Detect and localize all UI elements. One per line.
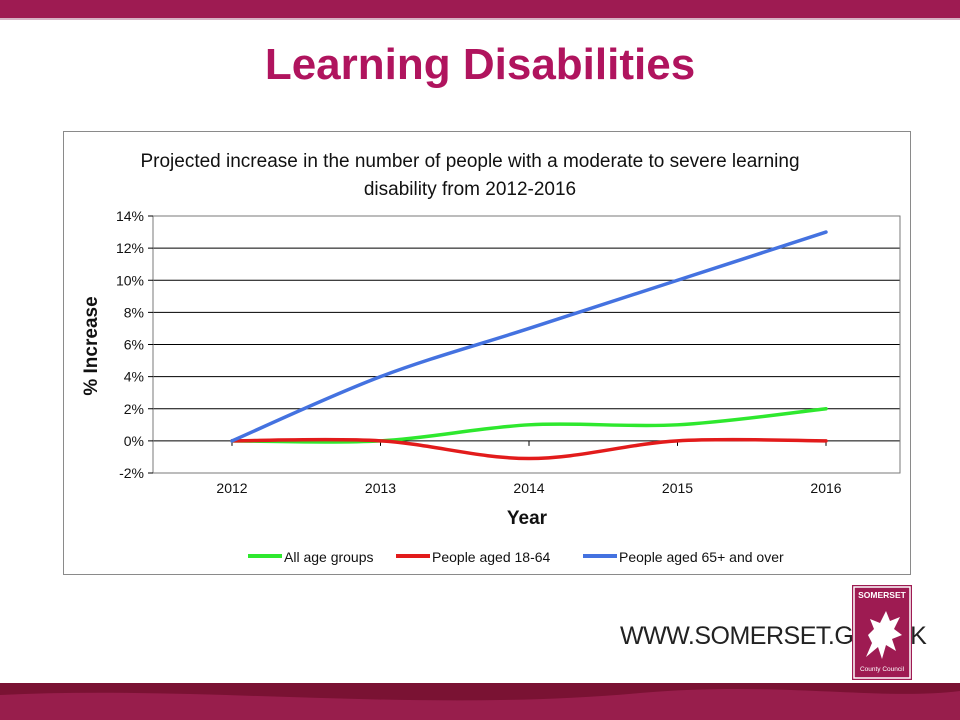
x-axis-label: Year [507,508,548,529]
bottom-brand-bar [0,683,960,720]
y-tick-label: 2% [124,401,144,417]
x-tick-label: 2015 [662,480,693,496]
gridlines [153,215,900,474]
chart-title: Projected increase in the number of peop… [140,151,800,200]
series-line-people-aged-65-and-over [230,230,828,443]
y-tick-label: -2% [119,465,144,481]
legend-label: People aged 18-64 [432,549,551,565]
x-tick-label: 2012 [216,480,247,496]
axis-ticks: -2% 0% 2% 4% 6% 8% 10% 12% 14% 2012 2013 2014 2015 20… [116,208,842,496]
top-brand-bar [0,0,960,18]
y-tick-label: 0% [124,433,144,449]
y-tick-label: 12% [116,240,144,256]
somerset-county-council-logo: SOMERSET County Council [852,585,912,680]
y-axis-label: % Increase [81,296,102,395]
y-tick-label: 10% [116,272,144,288]
page-title: Learning Disabilities [264,40,696,89]
legend: All age groups People aged 18-64 People ag… [248,549,784,565]
x-tick-label: 2014 [513,480,544,496]
y-tick-label: 8% [124,304,144,320]
legend-label: People aged 65+ and over [619,549,784,565]
series-line-all-age-groups [230,407,828,444]
y-tick-label: 6% [124,337,144,353]
svg-text:County Council: County Council [860,666,905,673]
line-chart: -2% 0% 2% 4% 6% 8% 10% 12% 14% 2012 2013 2014 2015 20… [81,208,901,565]
x-tick-label: 2013 [365,480,396,496]
series-lines [230,230,828,461]
legend-label: All age groups [284,549,374,565]
y-tick-label: 4% [124,369,144,385]
svg-text:SOMERSET: SOMERSET [858,590,907,600]
y-tick-label: 14% [116,208,144,224]
top-brand-line [0,18,960,20]
series-line-people-aged-18-64 [230,437,828,461]
x-tick-label: 2016 [810,480,841,496]
chart-frame [63,131,911,575]
